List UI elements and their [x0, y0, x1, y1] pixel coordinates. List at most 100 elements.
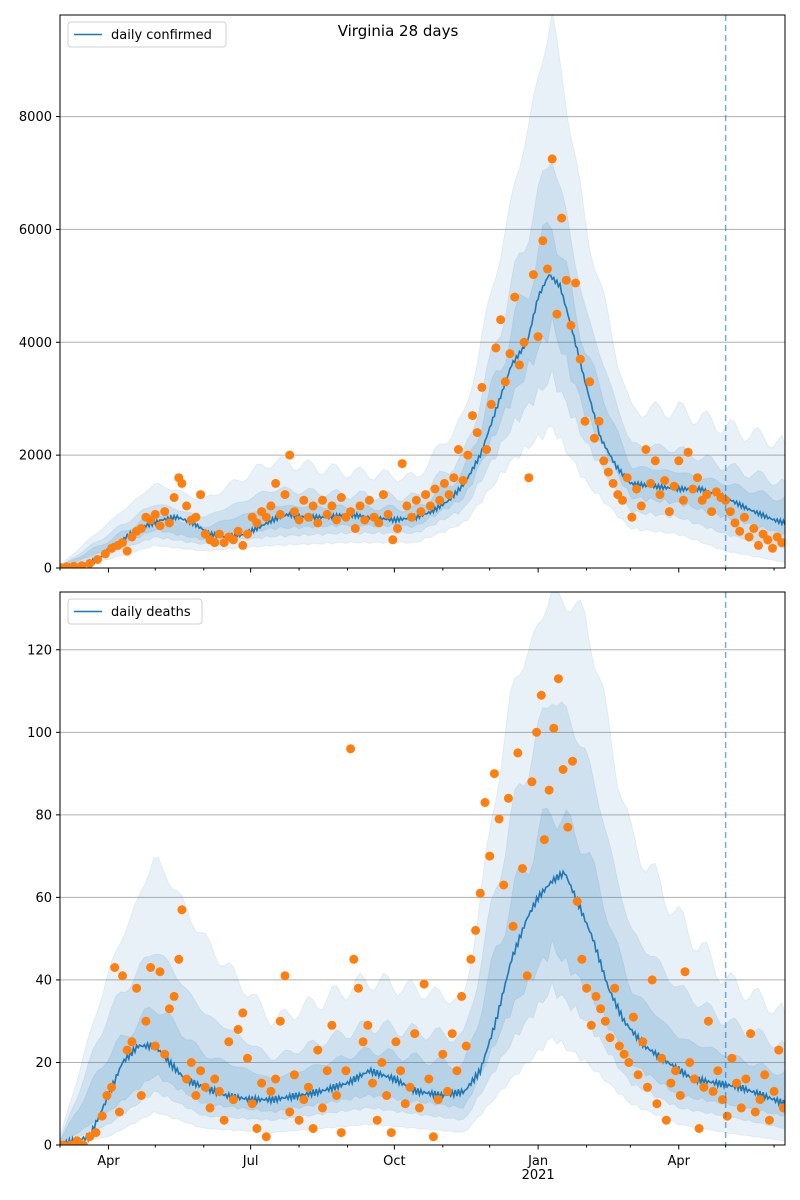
- observed-point: [764, 1115, 774, 1125]
- observed-point: [377, 1058, 387, 1067]
- observed-point: [336, 1128, 346, 1138]
- observed-point: [393, 524, 402, 533]
- observed-point: [622, 473, 632, 483]
- observed-point: [599, 456, 609, 466]
- y-tick-label: 2000: [19, 449, 52, 464]
- legend-box: [67, 598, 203, 625]
- observed-point: [683, 447, 693, 457]
- y-tick-label: 4000: [19, 336, 52, 351]
- observed-point: [650, 456, 660, 466]
- observed-point: [233, 526, 243, 536]
- observed-point: [618, 495, 627, 505]
- observed-point: [563, 822, 573, 832]
- observed-point: [289, 507, 299, 517]
- observed-point: [318, 495, 327, 505]
- observed-point: [449, 473, 459, 483]
- observed-point: [641, 445, 651, 454]
- observed-point: [596, 1004, 606, 1014]
- observed-point: [527, 777, 537, 787]
- observed-point: [257, 1078, 267, 1088]
- observed-point: [475, 888, 485, 898]
- observed-point: [472, 428, 482, 438]
- observed-point: [739, 512, 749, 522]
- observed-point: [727, 1053, 737, 1063]
- observed-point: [280, 971, 290, 981]
- observed-point: [358, 1037, 368, 1047]
- observed-point: [271, 478, 281, 488]
- observed-point: [383, 509, 393, 519]
- observed-point: [600, 1016, 610, 1026]
- observed-point: [275, 1016, 285, 1026]
- observed-point: [666, 1078, 676, 1088]
- observed-point: [285, 1107, 295, 1117]
- observed-point: [228, 535, 238, 545]
- observed-point: [519, 337, 529, 347]
- observed-point: [669, 481, 679, 491]
- uncertainty-band-outer: [60, 15, 785, 568]
- observed-point: [160, 507, 170, 517]
- observed-point: [435, 495, 445, 505]
- observed-point: [458, 476, 468, 485]
- observed-point: [275, 509, 285, 519]
- observed-point: [561, 275, 571, 285]
- observed-point: [414, 1103, 424, 1113]
- observed-point: [214, 529, 224, 539]
- observed-point: [60, 1140, 68, 1145]
- observed-point: [196, 490, 206, 500]
- observed-point: [452, 1066, 462, 1076]
- observed-point: [416, 507, 426, 517]
- observed-point: [575, 354, 585, 364]
- observed-point: [577, 954, 587, 964]
- y-tick-label: 8000: [19, 110, 52, 125]
- observed-point: [336, 493, 346, 502]
- observed-point: [61, 562, 71, 568]
- observed-point: [543, 264, 552, 274]
- observed-point: [346, 507, 356, 517]
- observed-point: [200, 1082, 210, 1092]
- observed-point: [503, 793, 513, 803]
- observed-point: [482, 445, 492, 454]
- observed-point: [243, 529, 252, 539]
- observed-point: [280, 490, 290, 500]
- observed-point: [486, 399, 496, 409]
- observed-point: [671, 1066, 681, 1076]
- observed-point: [122, 1045, 132, 1055]
- observed-point: [636, 501, 646, 511]
- observed-point: [730, 518, 740, 528]
- observed-point: [303, 512, 313, 522]
- observed-point: [349, 954, 359, 964]
- observed-point: [594, 416, 604, 426]
- observed-point: [327, 1020, 337, 1030]
- observed-point: [485, 851, 495, 861]
- observed-point: [524, 473, 534, 483]
- observed-point: [539, 835, 549, 845]
- observed-point: [397, 459, 407, 469]
- observed-point: [386, 1128, 396, 1138]
- observed-point: [214, 1086, 224, 1096]
- observed-point: [327, 501, 337, 511]
- observed-point: [608, 478, 618, 488]
- observed-point: [627, 512, 637, 522]
- observed-point: [589, 433, 599, 443]
- observed-point: [508, 921, 518, 931]
- legend: daily deaths: [67, 598, 203, 625]
- observed-point: [664, 507, 674, 517]
- observed-point: [107, 1082, 117, 1092]
- observed-point: [638, 1037, 648, 1047]
- observed-point: [655, 490, 665, 500]
- observed-point: [402, 501, 412, 511]
- observed-point: [238, 1008, 248, 1018]
- observed-point: [372, 1115, 382, 1125]
- observed-point: [186, 1058, 196, 1067]
- observed-point: [136, 1091, 146, 1100]
- axes-frame: [59, 14, 786, 569]
- observed-point: [266, 1086, 276, 1096]
- observed-point: [350, 524, 360, 533]
- plot-area: [60, 15, 785, 568]
- observed-point: [164, 1004, 174, 1014]
- observed-point: [688, 484, 698, 494]
- observed-point: [732, 1078, 742, 1088]
- observed-point: [614, 1041, 624, 1051]
- observed-point: [169, 493, 179, 502]
